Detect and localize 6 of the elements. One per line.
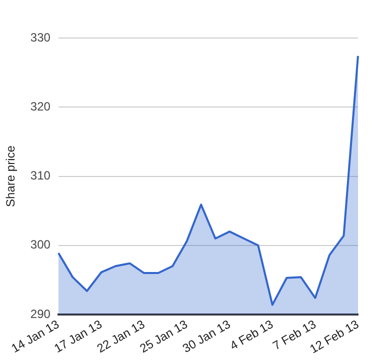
y-tick-label: 310 [30, 168, 51, 183]
y-axis-title: Share price [4, 145, 18, 207]
y-tick-label: 300 [30, 238, 51, 252]
y-tick-label: 320 [30, 99, 51, 114]
y-tick-label: 290 [30, 306, 51, 321]
y-tick-label: 330 [30, 30, 51, 44]
